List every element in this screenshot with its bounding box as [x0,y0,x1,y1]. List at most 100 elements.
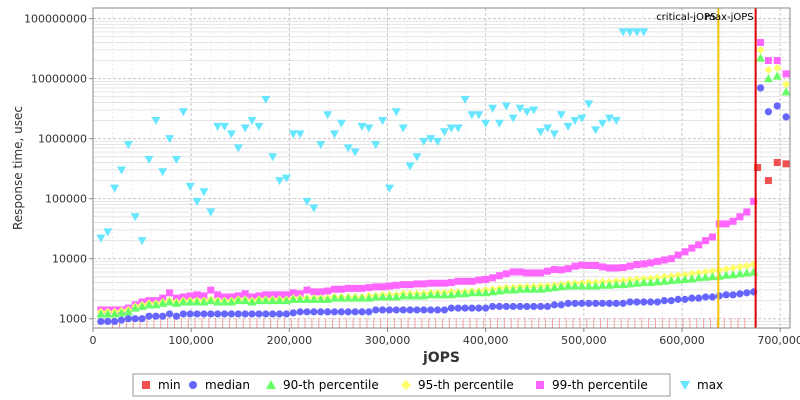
point-median [214,310,222,318]
point-max [350,148,360,157]
point-90-th-percentile [536,284,546,293]
point-99-th-percentile [337,285,345,293]
point-max [604,114,614,123]
point-99-th-percentile [660,256,668,264]
point-max [268,153,278,162]
point-95-th-percentile [687,269,696,278]
point-99-th-percentile [241,290,249,298]
point-median [303,308,311,316]
point-90-th-percentile [412,291,422,300]
legend-label: max [697,378,723,392]
point-max [254,122,264,131]
point-median [330,308,339,316]
point-95-th-percentile [742,261,751,270]
point-90-th-percentile [144,300,154,309]
point-99-th-percentile [303,286,311,294]
point-90-th-percentile [515,284,525,293]
point-90-th-percentile [701,272,711,281]
point-median [324,308,332,316]
point-90-th-percentile [130,303,140,312]
point-90-th-percentile [254,296,264,305]
point-90-th-percentile [275,296,285,305]
point-max [275,177,285,186]
point-max [323,111,333,120]
point-90-th-percentile [680,274,690,283]
y-tick-label: 100000000 [24,13,87,26]
point-90-th-percentile [233,296,243,305]
point-median [660,297,668,305]
point-max [165,135,175,144]
point-95-th-percentile [680,270,689,279]
point-90-th-percentile [151,300,161,309]
point-99-th-percentile [509,268,517,276]
point-90-th-percentile [460,289,470,298]
legend-label: median [205,378,250,392]
point-99-th-percentile [743,208,751,216]
point-max [302,197,312,206]
point-90-th-percentile [247,297,257,306]
x-axis-title: jOPS [422,350,460,366]
point-min [782,160,790,168]
point-90-th-percentile [439,290,449,299]
point-99-th-percentile [736,213,744,221]
point-90-th-percentile [378,292,388,301]
legend-marker [680,381,690,390]
gridlines [92,8,790,329]
point-median [310,308,318,316]
point-median [365,308,373,316]
plot-border [92,7,791,329]
legend-label: 90-th percentile [283,378,379,392]
point-median [592,299,600,307]
point-99-th-percentile [640,260,648,268]
point-90-th-percentile [756,53,766,62]
point-90-th-percentile [110,309,120,318]
point-max [570,117,580,126]
point-90-th-percentile [240,296,250,305]
point-median [145,312,153,320]
point-min [754,164,762,172]
point-max [144,155,154,164]
point-90-th-percentile [673,275,683,284]
point-99-th-percentile [674,251,682,259]
point-90-th-percentile [178,297,188,306]
y-tick-label: 10000 [52,253,87,266]
point-90-th-percentile [781,87,791,96]
point-median [475,304,483,312]
point-max [515,104,525,113]
point-99-th-percentile [598,263,606,271]
point-max [247,117,257,126]
point-90-th-percentile [659,276,669,285]
point-median [523,302,531,311]
point-max [316,140,326,149]
point-99-th-percentile [166,289,174,297]
point-99-th-percentile [708,233,716,241]
point-median [186,310,194,318]
point-90-th-percentile [171,298,181,307]
point-99-th-percentile [385,282,393,290]
point-max [405,162,415,171]
point-90-th-percentile [316,294,326,303]
point-max [103,228,113,237]
point-90-th-percentile [96,309,106,318]
point-median [344,308,352,316]
point-max [536,128,546,137]
plot-area [93,8,790,328]
point-90-th-percentile [467,288,477,297]
point-90-th-percentile [652,277,662,286]
point-median [220,310,229,318]
max-jops-label: max-jOPS [705,12,753,23]
point-99-th-percentile [619,264,627,272]
point-95-th-percentile [701,267,710,276]
point-90-th-percentile [694,273,704,282]
point-99-th-percentile [557,266,565,274]
point-median [708,293,717,301]
point-90-th-percentile [329,293,339,302]
point-90-th-percentile [350,293,360,302]
point-90-th-percentile [453,289,463,298]
point-median [509,302,517,311]
point-median [172,312,181,320]
point-median [743,289,751,297]
point-median [296,308,304,316]
point-90-th-percentile [103,309,113,318]
point-median [227,310,236,318]
